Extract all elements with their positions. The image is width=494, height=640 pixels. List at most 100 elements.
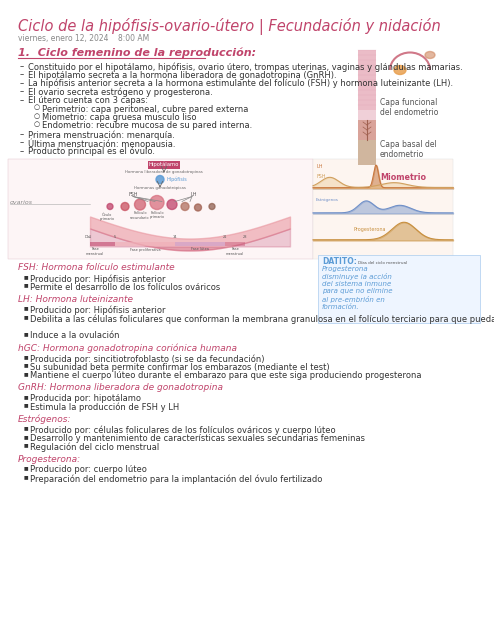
Text: Perimetrio: capa peritoneal, cubre pared externa: Perimetrio: capa peritoneal, cubre pared… [42,104,248,113]
Text: hGC: Hormona gonadotropina coriónica humana: hGC: Hormona gonadotropina coriónica hum… [18,344,237,353]
Text: ■: ■ [24,403,29,408]
Text: 28: 28 [243,236,247,239]
Text: ○: ○ [34,104,40,111]
Text: Días del ciclo menstrual: Días del ciclo menstrual [359,260,408,264]
Text: FSH: FSH [316,175,326,179]
Text: El útero cuenta con 3 capas:: El útero cuenta con 3 capas: [28,96,148,105]
Text: LH: Hormona luteinizante: LH: Hormona luteinizante [18,295,133,304]
Text: Desarrollo y mantenimiento de características sexuales secundarias femeninas: Desarrollo y mantenimiento de caracterís… [30,434,365,443]
Text: Su subunidad beta permite confirmar los embarazos (mediante el test): Su subunidad beta permite confirmar los … [30,362,329,371]
Bar [379,173,427,182]
Text: ■: ■ [24,474,29,479]
Text: ■: ■ [24,426,29,431]
Text: Fase
menstrual: Fase menstrual [226,248,244,256]
Text: Progesterona: Progesterona [353,227,385,232]
Text: Progesterona
disminuye la acción
del sistema inmune
para que no elimine
al pre-e: Progesterona disminuye la acción del sis… [322,266,393,310]
Text: ■: ■ [24,465,29,470]
Text: Debilita a las células foliculares que conforman la membrana granulosa en el fol: Debilita a las células foliculares que c… [30,314,494,323]
Text: Capa funcional
del endometrio: Capa funcional del endometrio [380,98,438,117]
Text: Fase lútea: Fase lútea [191,248,209,252]
Text: Última menstruación: menopausia.: Última menstruación: menopausia. [28,138,175,149]
Bar [318,255,480,323]
Text: FSH: FSH [128,193,137,198]
Text: Fase
menstrual: Fase menstrual [86,248,104,256]
Text: 1: 1 [89,236,91,239]
Text: Producida por: sincitiotrofoblasto (si se da fecundación): Producida por: sincitiotrofoblasto (si s… [30,354,264,364]
Circle shape [121,202,129,211]
Text: Folículo
primario: Folículo primario [150,211,165,219]
Text: ■: ■ [24,282,29,287]
Text: LH: LH [190,193,197,198]
Circle shape [195,204,202,211]
Circle shape [134,199,146,210]
Text: –: – [20,130,24,139]
Text: Fase proliferativa: Fase proliferativa [130,248,160,252]
Text: Induce a la ovulación: Induce a la ovulación [30,331,120,340]
Bar [358,120,376,140]
Text: Progesterona:: Progesterona: [18,455,81,464]
Text: –: – [20,147,24,156]
Ellipse shape [425,51,435,58]
Text: Regulación del ciclo menstrual: Regulación del ciclo menstrual [30,442,159,452]
Text: Producido por: cuerpo lúteo: Producido por: cuerpo lúteo [30,465,147,474]
Text: Óvulo
primario: Óvulo primario [99,212,115,221]
Text: Permite el desarrollo de los folículos ováricos: Permite el desarrollo de los folículos o… [30,282,220,291]
Bar [90,241,115,246]
Ellipse shape [394,65,406,74]
Text: Hipotálamo: Hipotálamo [149,162,179,167]
Text: Capa basal del
endometrio: Capa basal del endometrio [380,140,437,159]
Text: Producido por: células foliculares de los folículos ováricos y cuerpo lúteo: Producido por: células foliculares de lo… [30,426,335,435]
Text: Hormonas gonadotrópicas: Hormonas gonadotrópicas [134,186,186,191]
Text: Miometrio: capa gruesa musculo liso: Miometrio: capa gruesa musculo liso [42,113,197,122]
Text: Constituido por el hipotálamo, hipófisis, ovario útero, trompas uterinas, vagina: Constituido por el hipotálamo, hipófisis… [28,62,463,72]
Text: ■: ■ [24,434,29,439]
Bar [313,159,453,259]
Text: ■: ■ [24,305,29,310]
Bar [8,159,313,259]
Text: 5: 5 [114,236,116,239]
Text: Ciclo de la hipófisis-ovario-útero | Fecundación y nidación: Ciclo de la hipófisis-ovario-útero | Fec… [18,18,441,35]
Text: Estimula la producción de FSH y LH: Estimula la producción de FSH y LH [30,403,179,412]
Text: Producida por: hipotálamo: Producida por: hipotálamo [30,394,141,403]
Text: Estrógenos:: Estrógenos: [18,415,72,424]
Text: ovarios: ovarios [10,200,33,205]
Text: Hipófisis: Hipófisis [166,177,187,182]
Text: Estrógenos: Estrógenos [316,198,339,202]
Text: LH: LH [316,163,323,168]
Text: Miometrio: Miometrio [380,173,426,182]
Text: 14: 14 [173,236,177,239]
Text: ○: ○ [34,113,40,119]
Text: ■: ■ [24,362,29,367]
Text: Endometrio: recubre mucosa de su pared interna.: Endometrio: recubre mucosa de su pared i… [42,122,252,131]
Text: ■: ■ [24,442,29,447]
Circle shape [209,204,215,209]
Bar [115,241,175,246]
Bar [175,241,225,246]
Text: ■: ■ [24,354,29,359]
Text: –: – [20,96,24,105]
Text: –: – [20,138,24,147]
Text: Mantiene el cuerpo lúteo durante el embarazo para que este siga produciendo prog: Mantiene el cuerpo lúteo durante el emba… [30,371,421,380]
Text: FSH: Hormona folículo estimulante: FSH: Hormona folículo estimulante [18,264,174,273]
Text: El hipotálamo secreta a la hormona liberadora de gonadotropina (GnRH).: El hipotálamo secreta a la hormona liber… [28,70,336,79]
Circle shape [181,202,189,211]
Text: Preparación del endometrio para la implantación del óvulo fertilizado: Preparación del endometrio para la impla… [30,474,323,483]
Text: Producto principal es el óvulo.: Producto principal es el óvulo. [28,147,155,157]
Text: viernes, enero 12, 2024    8:00 AM: viernes, enero 12, 2024 8:00 AM [18,34,149,43]
Bar [358,50,376,165]
Text: 21: 21 [223,236,227,239]
Text: GnRH: Hormona liberadora de gonadotropina: GnRH: Hormona liberadora de gonadotropin… [18,383,223,392]
Bar [358,50,376,110]
Text: ■: ■ [24,314,29,319]
Bar [148,161,180,168]
Text: ■: ■ [24,371,29,376]
Text: ○: ○ [34,122,40,127]
Text: ■: ■ [24,274,29,279]
Circle shape [107,204,113,209]
Circle shape [150,195,164,209]
Text: 1.  Ciclo femenino de la reproducción:: 1. Ciclo femenino de la reproducción: [18,48,256,58]
Circle shape [167,200,177,209]
Bar [225,241,245,246]
Text: Folículo
secundario: Folículo secundario [130,211,150,220]
Text: Primera menstruación: menarquía.: Primera menstruación: menarquía. [28,130,175,140]
